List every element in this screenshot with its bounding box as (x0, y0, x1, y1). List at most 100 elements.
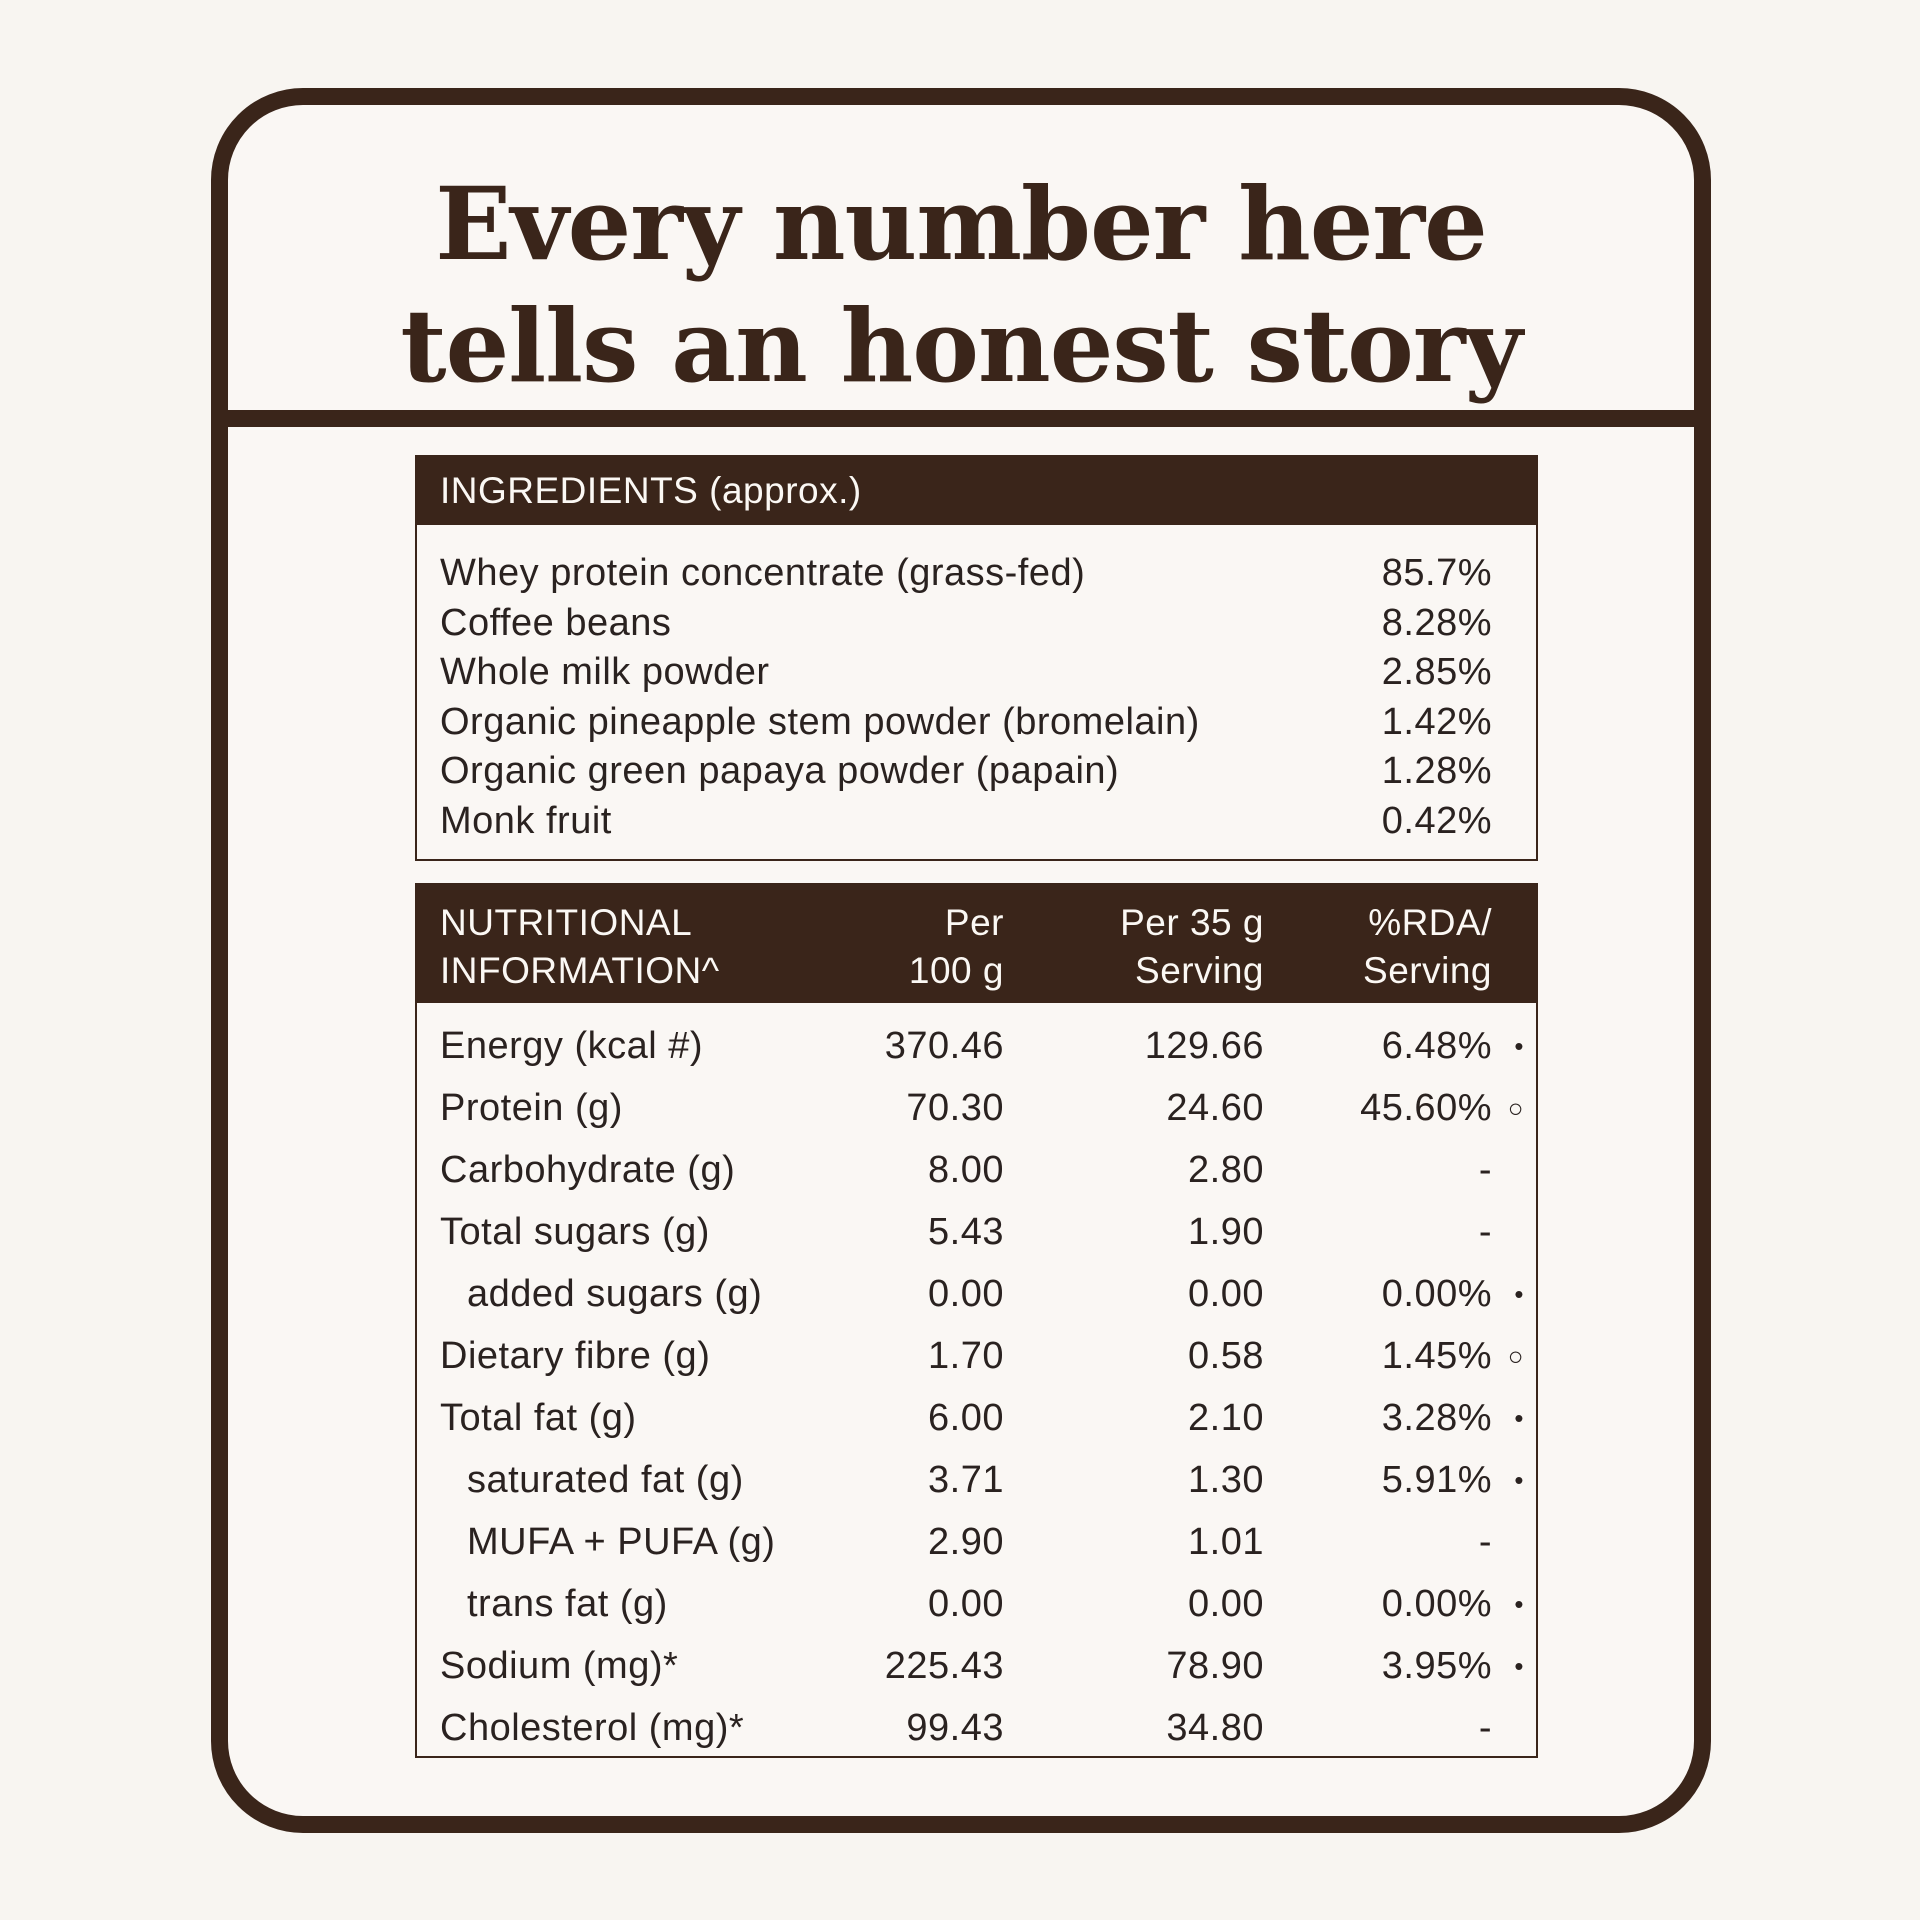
rda-value: - (1478, 1521, 1492, 1563)
ingredient-row: Organic green papaya powder (papain) 1.28… (440, 747, 1536, 797)
hollow-dot-icon: ○ (1507, 1093, 1524, 1123)
rda-value: - (1478, 1211, 1492, 1253)
per-100g-value: 0.00 (928, 1273, 1004, 1315)
per-100g-value: 8.00 (928, 1149, 1004, 1191)
nutrition-card: Every number here tells an honest story … (211, 88, 1711, 1833)
per-100g-value: 6.00 (928, 1397, 1004, 1439)
ingredient-row: Whole milk powder 2.85% (440, 648, 1536, 698)
headline-line-1: Every number here (435, 165, 1487, 283)
ingredient-percent: 8.28% (1381, 601, 1492, 644)
nutrition-row: Sodium (mg)* 225.43 78.90 3.95% • (417, 1635, 1536, 1697)
nutrition-row: Cholesterol (mg)* 99.43 34.80 - (417, 1697, 1536, 1759)
dot-icon: • (1514, 1279, 1524, 1309)
ingredients-table: INGREDIENTS (approx.) Whey protein conce… (415, 455, 1538, 861)
divider (228, 410, 1694, 427)
nutrient-label: saturated fat (g) (467, 1459, 744, 1501)
per-100g-value: 1.70 (928, 1335, 1004, 1377)
header-text: Per (944, 902, 1004, 943)
nutrient-label: Cholesterol (mg)* (440, 1707, 745, 1749)
ingredient-percent: 1.42% (1381, 700, 1492, 743)
per-serving-value: 129.66 (1144, 1025, 1264, 1067)
nutrition-row: Carbohydrate (g) 8.00 2.80 - (417, 1139, 1536, 1201)
rda-value: 0.00% (1381, 1273, 1492, 1315)
nutrient-label: MUFA + PUFA (g) (467, 1521, 776, 1563)
nutrient-label: Energy (kcal #) (440, 1025, 704, 1067)
rda-value: 5.91% (1381, 1459, 1492, 1501)
per-serving-value: 1.01 (1188, 1521, 1264, 1563)
header-text: INFORMATION^ (440, 950, 720, 991)
header-text: NUTRITIONAL (440, 902, 693, 943)
rda-value: 1.45% (1381, 1335, 1492, 1377)
ingredient-name: Coffee beans (440, 601, 672, 644)
nutrition-row: saturated fat (g) 3.71 1.30 5.91% • (417, 1449, 1536, 1511)
ingredient-row: Coffee beans 8.28% (440, 599, 1536, 649)
rda-value: 45.60% (1360, 1087, 1492, 1129)
per-serving-value: 1.30 (1188, 1459, 1264, 1501)
dot-icon: • (1514, 1589, 1524, 1619)
nutrient-label: Dietary fibre (g) (440, 1335, 711, 1377)
rda-value: 3.28% (1381, 1397, 1492, 1439)
nutrient-label: Total fat (g) (440, 1397, 637, 1439)
nutrition-row: MUFA + PUFA (g) 2.90 1.01 - (417, 1511, 1536, 1573)
ingredient-name: Whey protein concentrate (grass-fed) (440, 552, 1086, 594)
ingredient-percent: 2.85% (1381, 651, 1492, 694)
rda-value: 3.95% (1381, 1645, 1492, 1687)
rda-value: - (1478, 1707, 1492, 1749)
dot-icon: • (1514, 1465, 1524, 1495)
per-100g-value: 70.30 (906, 1087, 1004, 1129)
ingredient-name: Monk fruit (440, 799, 612, 842)
headline: Every number here tells an honest story (228, 163, 1694, 407)
header-per-serving: Per 35 g Serving (1120, 899, 1264, 995)
per-serving-value: 34.80 (1166, 1707, 1264, 1749)
nutrient-label: Total sugars (g) (440, 1211, 710, 1253)
nutrition-row: added sugars (g) 0.00 0.00 0.00% • (417, 1263, 1536, 1325)
nutrition-table: NUTRITIONAL INFORMATION^ Per 100 g Per 3… (415, 883, 1538, 1758)
dot-icon: • (1514, 1403, 1524, 1433)
per-100g-value: 0.00 (928, 1583, 1004, 1625)
nutrition-row: Energy (kcal #) 370.46 129.66 6.48% • (417, 1015, 1536, 1077)
nutrition-row: trans fat (g) 0.00 0.00 0.00% • (417, 1573, 1536, 1635)
ingredient-percent: 85.7% (1381, 552, 1492, 594)
nutrient-label: Sodium (mg)* (440, 1645, 679, 1687)
ingredient-name: Organic pineapple stem powder (bromelain… (440, 700, 1200, 743)
header-text: %RDA/ (1368, 902, 1492, 943)
nutrient-label: Carbohydrate (g) (440, 1149, 736, 1191)
header-nutrient: NUTRITIONAL INFORMATION^ (440, 899, 720, 995)
ingredient-row: Monk fruit 0.42% (440, 797, 1536, 847)
per-100g-value: 2.90 (928, 1521, 1004, 1563)
per-serving-value: 2.80 (1188, 1149, 1264, 1191)
nutrition-row: Dietary fibre (g) 1.70 0.58 1.45% ○ (417, 1325, 1536, 1387)
headline-line-2: tells an honest story (400, 287, 1522, 405)
ingredient-name: Whole milk powder (440, 651, 770, 694)
rda-value: 6.48% (1381, 1025, 1492, 1067)
nutrient-label: trans fat (g) (467, 1583, 668, 1625)
nutrition-row: Total fat (g) 6.00 2.10 3.28% • (417, 1387, 1536, 1449)
rda-value: - (1478, 1149, 1492, 1191)
header-per-100g: Per 100 g (909, 899, 1004, 995)
ingredient-row: Whey protein concentrate (grass-fed) 85.7… (440, 549, 1536, 599)
nutrient-label: Protein (g) (440, 1087, 623, 1129)
ingredient-percent: 1.28% (1381, 750, 1492, 793)
header-text: Serving (1363, 950, 1492, 991)
per-serving-value: 2.10 (1188, 1397, 1264, 1439)
per-100g-value: 99.43 (906, 1707, 1004, 1749)
ingredient-row: Organic pineapple stem powder (bromelain… (440, 698, 1536, 748)
per-100g-value: 3.71 (928, 1459, 1004, 1501)
per-100g-value: 225.43 (884, 1645, 1004, 1687)
per-serving-value: 1.90 (1188, 1211, 1264, 1253)
hollow-dot-icon: ○ (1507, 1341, 1524, 1371)
nutrition-header: NUTRITIONAL INFORMATION^ Per 100 g Per 3… (417, 885, 1536, 1003)
ingredients-header: INGREDIENTS (approx.) (417, 457, 1536, 525)
per-serving-value: 0.58 (1188, 1335, 1264, 1377)
per-100g-value: 370.46 (884, 1025, 1004, 1067)
header-rda: %RDA/ Serving (1363, 899, 1492, 995)
ingredient-percent: 0.42% (1381, 799, 1492, 842)
header-text: 100 g (908, 950, 1004, 991)
nutrition-row: Total sugars (g) 5.43 1.90 - (417, 1201, 1536, 1263)
per-serving-value: 24.60 (1166, 1087, 1264, 1129)
per-serving-value: 78.90 (1166, 1645, 1264, 1687)
dot-icon: • (1514, 1031, 1524, 1061)
header-text: Serving (1135, 950, 1264, 991)
per-serving-value: 0.00 (1188, 1583, 1264, 1625)
per-100g-value: 5.43 (928, 1211, 1004, 1253)
